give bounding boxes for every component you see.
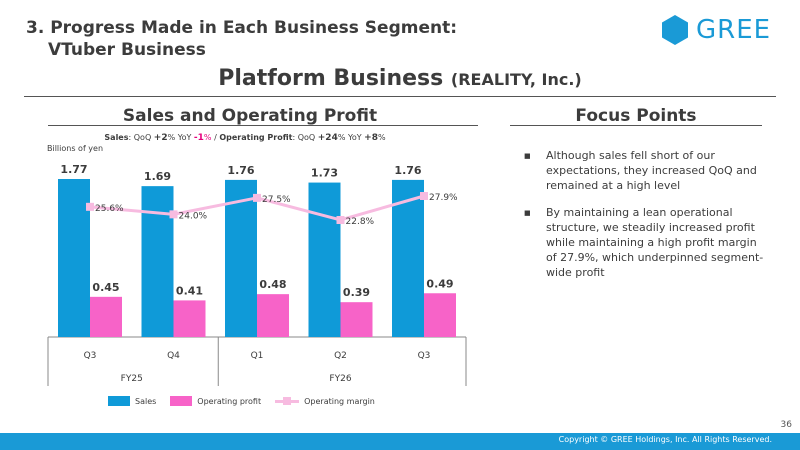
legend-label-sales: Sales <box>135 396 157 406</box>
growth-note: Sales: QoQ +2% YoY -1% / Operating Profi… <box>60 133 430 143</box>
operating-profit-data-label: 0.48 <box>259 278 286 291</box>
slide-title: Platform Business (REALITY, Inc.) <box>0 66 800 91</box>
chart-heading-divider <box>48 125 478 126</box>
operating-margin-data-label: 25.6% <box>95 204 124 214</box>
operating-profit-bar <box>90 296 122 337</box>
sales-data-label: 1.69 <box>144 170 171 183</box>
growth-op-yoy: +8 <box>364 133 378 143</box>
x-tick-label: Q3 <box>418 351 431 361</box>
x-tick-label: Q2 <box>334 351 347 361</box>
legend-label-operating-profit: Operating profit <box>197 396 262 406</box>
growth-separator: / <box>214 133 217 142</box>
growth-pct: % <box>167 133 176 142</box>
bullet-square-icon: ■ <box>524 209 531 217</box>
growth-colon: : <box>292 133 296 142</box>
growth-pct: % <box>203 133 212 142</box>
sales-bar <box>308 182 341 337</box>
operating-profit-data-label: 0.45 <box>92 281 119 294</box>
sales-bar <box>225 179 257 337</box>
focus-point: ■ By maintaining a lean operational stru… <box>520 205 770 280</box>
page-number: 36 <box>780 420 792 430</box>
legend-swatch-operating-margin <box>275 396 300 406</box>
operating-profit-bar <box>340 302 373 337</box>
x-group-label: FY25 <box>121 374 143 384</box>
unit-label: Billions of yen <box>47 144 104 153</box>
growth-sales-yoy: -1 <box>193 133 204 143</box>
legend-item-operating-profit: Operating profit <box>170 396 261 406</box>
growth-yoy-label: YoY <box>348 133 362 142</box>
legend-swatch-sales <box>108 396 130 406</box>
chart-heading: Sales and Operating Profit <box>122 106 378 126</box>
chart-legend: Sales Operating profit Operating margin <box>108 396 389 406</box>
chart-labels: 1.77 0.45 1.69 0.41 1.76 0.48 1.73 0.39 1.76 0.49… <box>60 163 458 299</box>
growth-sales-label: Sales <box>104 133 129 142</box>
chart-margin-line <box>86 192 428 224</box>
focus-point-text: Although sales fell short of our expecta… <box>546 149 757 192</box>
legend-item-operating-margin: Operating margin <box>275 396 375 406</box>
chart-bars <box>58 179 456 337</box>
sales-bar <box>392 179 424 337</box>
chart-axis: Q3 Q4 Q1 Q2 Q3 FY25 FY26 <box>47 336 467 386</box>
legend-label-operating-margin: Operating margin <box>304 396 375 406</box>
focus-points: ■ Although sales fell short of our expec… <box>520 148 770 292</box>
gree-logo: GREE <box>660 14 780 46</box>
focus-point: ■ Although sales fell short of our expec… <box>520 148 770 193</box>
section-title-line2: VTuber Business <box>48 40 206 60</box>
operating-margin-point <box>253 193 261 202</box>
operating-profit-data-label: 0.41 <box>176 284 203 297</box>
x-tick-label: Q4 <box>167 351 180 361</box>
bullet-square-icon: ■ <box>524 152 531 160</box>
growth-op-qoq: +24 <box>317 133 338 143</box>
operating-margin-data-label: 22.8% <box>346 217 375 227</box>
legend-item-sales: Sales <box>108 396 156 406</box>
footer-bar: Copyright © GREE Holdings, Inc. All Righ… <box>0 433 800 450</box>
focus-heading-divider <box>510 125 762 126</box>
logo-text: GREE <box>696 15 772 45</box>
operating-margin-point <box>336 216 345 224</box>
sales-data-label: 1.73 <box>311 167 338 180</box>
growth-op-label: Operating Profit <box>219 133 293 142</box>
sales-bar <box>58 179 90 337</box>
operating-margin-data-label: 27.5% <box>262 195 291 205</box>
section-title-line1: 3. Progress Made in Each Business Segmen… <box>26 18 458 38</box>
focus-point-text: By maintaining a lean operational struct… <box>546 206 764 279</box>
copyright: Copyright © GREE Holdings, Inc. All Righ… <box>558 435 772 444</box>
growth-pct: % <box>337 133 346 142</box>
growth-yoy-label: YoY <box>177 133 192 142</box>
slide-title-main: Platform Business <box>218 66 444 91</box>
sales-data-label: 1.76 <box>227 164 254 177</box>
x-tick-label: Q1 <box>251 351 264 361</box>
operating-margin-point <box>169 210 178 219</box>
operating-profit-bar <box>424 293 456 337</box>
operating-margin-point <box>420 192 428 200</box>
operating-profit-bar <box>257 294 289 337</box>
operating-profit-data-label: 0.39 <box>343 286 370 299</box>
x-group-label: FY26 <box>329 374 351 384</box>
focus-heading: Focus Points <box>575 106 697 126</box>
operating-profit-data-label: 0.49 <box>426 277 453 290</box>
sales-bar <box>141 186 174 337</box>
growth-qoq-label: QoQ <box>133 133 152 142</box>
slide-title-sub: (REALITY, Inc.) <box>450 70 582 89</box>
growth-sales-qoq: +2 <box>153 133 168 143</box>
section-title: 3. Progress Made in Each Business Segmen… <box>26 17 457 61</box>
legend-swatch-operating-profit <box>170 396 193 406</box>
operating-margin-data-label: 24.0% <box>179 211 208 221</box>
sales-data-label: 1.76 <box>394 164 421 177</box>
title-divider <box>24 96 776 97</box>
operating-profit-bar <box>173 300 206 337</box>
growth-pct: % <box>377 133 386 142</box>
x-tick-label: Q3 <box>84 351 97 361</box>
growth-qoq-label: QoQ <box>297 133 316 142</box>
operating-margin-data-label: 27.9% <box>429 193 458 203</box>
hexagon-logo-icon <box>662 15 688 45</box>
growth-colon: : <box>128 133 132 142</box>
sales-data-label: 1.77 <box>60 163 87 176</box>
operating-margin-point <box>86 202 94 211</box>
